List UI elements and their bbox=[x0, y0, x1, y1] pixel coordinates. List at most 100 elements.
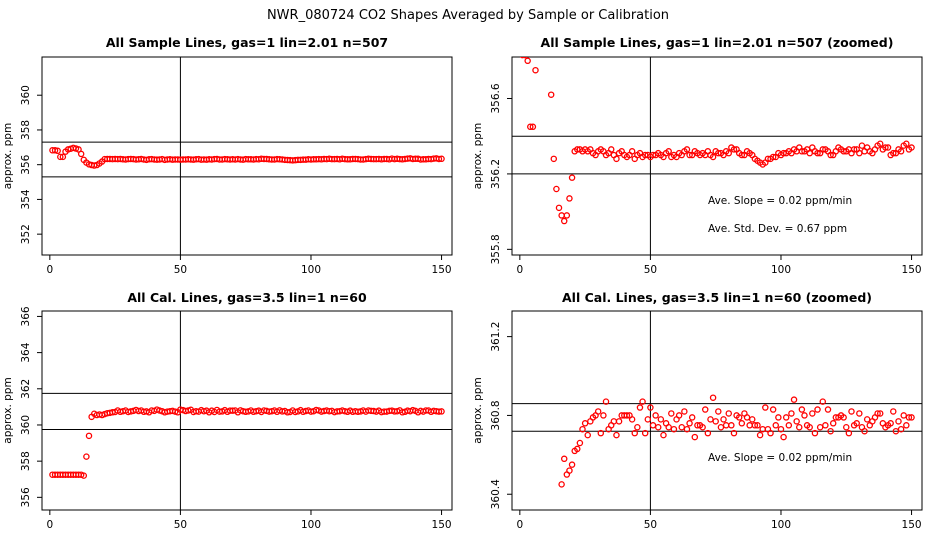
data-point bbox=[811, 429, 819, 437]
data-point bbox=[524, 57, 531, 65]
data-point bbox=[683, 146, 691, 153]
y-axis-label: approx. ppm bbox=[472, 123, 484, 189]
x-tick-label: 150 bbox=[902, 519, 922, 531]
data-point bbox=[908, 414, 915, 421]
data-point bbox=[615, 418, 623, 425]
data-point bbox=[796, 423, 803, 431]
data-point bbox=[636, 404, 644, 411]
data-point bbox=[882, 144, 889, 151]
y-tick-label: 360 bbox=[20, 85, 32, 105]
data-point bbox=[576, 439, 584, 447]
x-tick-label: 150 bbox=[902, 264, 922, 276]
data-point bbox=[895, 418, 902, 425]
y-tick-label: 360.8 bbox=[490, 400, 502, 430]
panel-title: All Cal. Lines, gas=3.5 lin=1 n=60 (zoom… bbox=[562, 290, 872, 305]
y-tick-label: 364 bbox=[20, 342, 32, 362]
data-point bbox=[735, 414, 743, 421]
data-point bbox=[675, 412, 683, 419]
panel-all-sample-lines-zoomed: All Sample Lines, gas=1 lin=2.01 n=507 (… bbox=[472, 35, 923, 276]
data-point bbox=[660, 431, 667, 439]
data-point bbox=[816, 423, 824, 431]
data-point bbox=[701, 406, 709, 413]
data-point bbox=[874, 410, 881, 417]
data-point bbox=[772, 422, 780, 429]
data-point bbox=[780, 433, 787, 441]
x-tick-label: 150 bbox=[432, 264, 452, 276]
data-point bbox=[560, 217, 568, 225]
data-point bbox=[563, 212, 571, 219]
y-axis-label: approx. ppm bbox=[2, 123, 14, 189]
data-point bbox=[848, 408, 855, 415]
y-axis-label: approx. ppm bbox=[472, 377, 484, 443]
data-point bbox=[581, 420, 589, 427]
x-tick-label: 50 bbox=[644, 264, 657, 276]
x-tick-label: 50 bbox=[644, 519, 657, 531]
data-point bbox=[623, 412, 631, 419]
data-point bbox=[754, 422, 761, 429]
data-point bbox=[832, 414, 840, 421]
data-point bbox=[903, 422, 910, 429]
data-points bbox=[558, 394, 915, 488]
data-point bbox=[762, 404, 769, 411]
data-point bbox=[550, 155, 558, 163]
data-point bbox=[806, 423, 813, 431]
y-tick-label: 356 bbox=[20, 487, 32, 507]
data-point bbox=[725, 149, 733, 157]
data-points bbox=[49, 406, 445, 479]
x-tick-label: 0 bbox=[516, 519, 523, 531]
data-point bbox=[769, 153, 777, 161]
panel-title: All Cal. Lines, gas=3.5 lin=1 n=60 bbox=[127, 290, 367, 305]
data-point bbox=[876, 410, 884, 417]
data-point bbox=[814, 149, 821, 157]
data-point bbox=[80, 472, 88, 479]
y-tick-label: 358 bbox=[20, 120, 32, 140]
data-point bbox=[788, 410, 795, 417]
data-point bbox=[738, 420, 746, 427]
data-point bbox=[890, 408, 897, 415]
annotation-text: Ave. Std. Dev. = 0.67 ppm bbox=[708, 223, 847, 235]
data-point bbox=[529, 123, 537, 131]
data-point bbox=[897, 425, 905, 433]
plot-frame bbox=[511, 56, 923, 256]
data-point bbox=[715, 408, 722, 415]
data-point bbox=[814, 406, 821, 413]
data-point bbox=[560, 455, 568, 463]
data-point bbox=[819, 398, 827, 405]
data-point bbox=[438, 155, 445, 163]
y-tick-label: 360 bbox=[20, 415, 32, 435]
y-tick-label: 358 bbox=[20, 451, 32, 471]
y-tick-label: 366 bbox=[20, 306, 32, 326]
data-point bbox=[628, 148, 636, 155]
data-point bbox=[897, 148, 905, 155]
y-tick-label: 354 bbox=[20, 189, 32, 209]
data-point bbox=[435, 155, 443, 163]
data-point bbox=[858, 142, 866, 149]
data-point bbox=[553, 185, 560, 193]
data-points bbox=[519, 57, 915, 225]
data-point bbox=[738, 151, 746, 159]
panel-title: All Sample Lines, gas=1 lin=2.01 n=507 (… bbox=[541, 35, 894, 50]
data-point bbox=[683, 425, 691, 433]
data-point bbox=[856, 149, 863, 157]
data-point bbox=[756, 431, 764, 439]
data-point bbox=[769, 406, 777, 413]
panel-all-sample-lines: All Sample Lines, gas=1 lin=2.01 n=507 ap… bbox=[2, 35, 453, 276]
data-point bbox=[728, 422, 735, 429]
data-point bbox=[829, 420, 837, 427]
x-tick-label: 100 bbox=[771, 519, 791, 531]
data-point bbox=[688, 414, 696, 421]
data-point bbox=[686, 151, 693, 159]
data-point bbox=[568, 461, 576, 468]
data-point bbox=[785, 422, 793, 429]
x-tick-label: 100 bbox=[771, 264, 791, 276]
data-point bbox=[558, 212, 565, 219]
data-point bbox=[85, 432, 93, 440]
figure-title: NWR_080724 CO2 Shapes Averaged by Sample… bbox=[267, 8, 669, 23]
data-point bbox=[782, 414, 790, 421]
y-tick-label: 356.2 bbox=[490, 159, 502, 189]
y-tick-label: 360.4 bbox=[490, 479, 502, 509]
plot-frame bbox=[41, 310, 453, 511]
y-tick-label: 356 bbox=[20, 154, 32, 174]
x-tick-label: 0 bbox=[46, 519, 53, 531]
data-point bbox=[694, 422, 701, 429]
